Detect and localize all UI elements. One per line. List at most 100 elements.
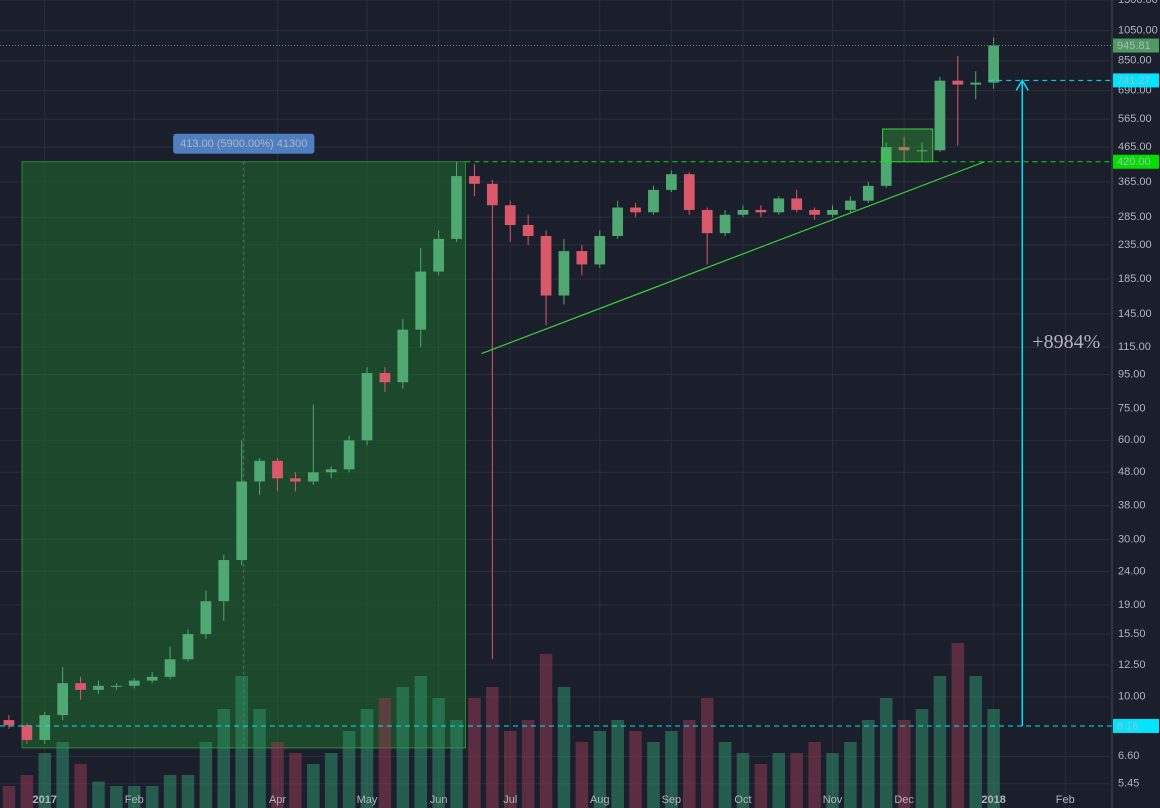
volume-bar [879, 698, 893, 808]
y-tick-label: 365.00 [1118, 176, 1152, 188]
range-label: 413.00 (5900.00%) 41300 [180, 138, 307, 150]
candle-body [809, 209, 820, 215]
y-tick-label: 565.00 [1118, 113, 1152, 125]
volume-bar [342, 731, 356, 808]
volume-bar [20, 775, 34, 808]
candle-body [862, 185, 874, 201]
volume-bar [969, 676, 982, 808]
candle-body [558, 251, 570, 296]
candle-body [916, 150, 928, 152]
candle-body [128, 680, 140, 686]
x-tick-label: Jul [503, 794, 517, 806]
y-tick-label: 38.00 [1118, 500, 1146, 512]
y-tick-label: 12.50 [1118, 659, 1146, 671]
candle-body [39, 715, 51, 740]
y-tick-label: 60.00 [1118, 434, 1146, 446]
candle-body [791, 198, 803, 210]
candle-body [111, 685, 122, 687]
volume-bar [808, 742, 821, 808]
y-tick-label: 235.00 [1118, 239, 1152, 251]
candle-body [290, 478, 301, 482]
candle-body [737, 209, 749, 215]
y-tick-label: 185.00 [1118, 273, 1152, 285]
x-tick-label: Feb [1056, 794, 1075, 806]
candle-body [254, 460, 265, 482]
volume-bar [289, 753, 302, 808]
volume-bar [92, 781, 105, 808]
volume-bar [360, 709, 374, 808]
candle-body [612, 207, 624, 237]
volume-bar [683, 720, 696, 808]
volume-bar [110, 786, 123, 808]
volume-bar [396, 687, 410, 808]
candle-body [21, 725, 33, 740]
x-tick-label: 2017 [33, 794, 57, 806]
volume-bar [772, 753, 786, 808]
candle-body [307, 472, 319, 482]
volume-bar [539, 654, 553, 808]
candle-body [415, 271, 427, 330]
volume-bar [56, 742, 69, 808]
y-tick-label: 115.00 [1118, 341, 1151, 353]
candle-body [182, 634, 194, 660]
arrow-head [1015, 78, 1029, 91]
annotations: +8984% 413.00 (5900.00%) 41300 [0, 45, 1112, 727]
x-tick-label: Sep [662, 794, 682, 806]
volume-bar [163, 775, 177, 808]
price-label-bg [1113, 38, 1159, 53]
axes: 5.45 6.60 10.00 12.50 15.50 19.00 24.00 30.00 38… [33, 0, 1159, 806]
volume-bar [253, 709, 266, 808]
arrow-label: +8984% [1032, 331, 1100, 353]
range-label-bg [173, 133, 315, 154]
candle-body [576, 251, 588, 265]
x-tick-label: Oct [734, 794, 751, 806]
volume-bar [521, 720, 535, 808]
candle-body [272, 460, 283, 479]
x-tick-label: Dec [894, 794, 914, 806]
volume-bar [647, 742, 660, 808]
volume-bar [665, 731, 678, 808]
candle-body [486, 183, 498, 206]
x-tick-label: May [357, 794, 378, 806]
candle-body [3, 720, 15, 726]
volume-bar [503, 731, 517, 808]
candles [3, 37, 999, 744]
price-label-bg [1113, 73, 1159, 88]
y-tick-label: 1300.00 [1118, 0, 1158, 6]
volume-bar [181, 775, 195, 808]
consolidation-zone [882, 128, 934, 163]
volume-bar [718, 742, 732, 808]
candle-body [755, 209, 767, 213]
candle-body [451, 176, 462, 239]
candle-body [630, 207, 641, 213]
candle-body [469, 176, 480, 184]
candle-body [504, 205, 516, 226]
candle-body [701, 209, 713, 234]
y-tick-label: 145.00 [1118, 308, 1152, 320]
candle-body [540, 236, 552, 296]
candle-body [146, 676, 158, 681]
volume-bar [414, 676, 427, 808]
y-tick-label: 1050.00 [1118, 24, 1158, 36]
y-tick-label: 10.00 [1118, 691, 1146, 703]
volume-bar [324, 753, 338, 808]
volume-bar [468, 698, 481, 808]
y-tick-label: 30.00 [1118, 533, 1146, 545]
volume-bar [217, 709, 231, 808]
candle-body [218, 560, 230, 602]
volume-bar [700, 698, 714, 808]
candle-body [164, 659, 176, 677]
candle-body [827, 209, 838, 215]
candle-body [200, 601, 212, 635]
y-tick-label: 19.00 [1118, 599, 1146, 611]
y-tick-label: 690.00 [1118, 85, 1152, 97]
volume-bar [307, 764, 320, 808]
y-tick-label: 95.00 [1118, 368, 1146, 380]
candle-body [57, 683, 69, 716]
candle-body [970, 82, 982, 85]
volume-bar [754, 764, 768, 808]
candle-body [988, 45, 999, 83]
volume-bar [145, 786, 159, 808]
candle-body [666, 174, 677, 190]
